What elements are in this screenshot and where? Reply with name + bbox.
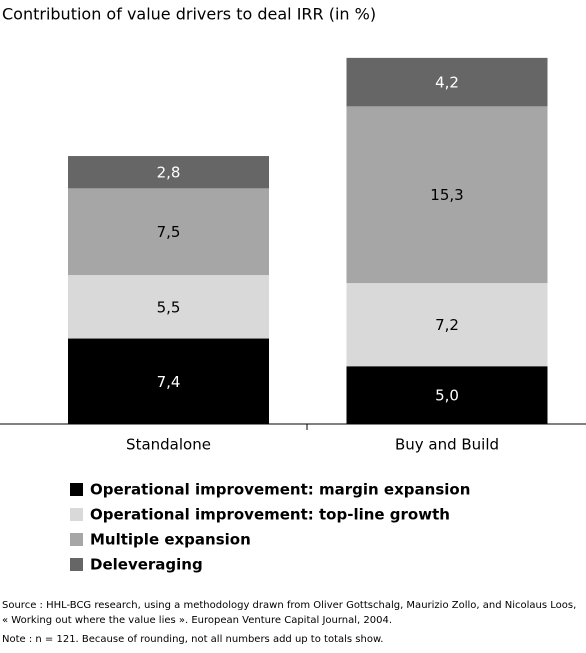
- data-label: 5,5: [157, 298, 181, 316]
- source-note: « Working out where the value lies ». Eu…: [2, 615, 392, 626]
- data-label: 7,5: [157, 223, 181, 241]
- bar-segment: [68, 188, 269, 276]
- note: Note : n = 121. Because of rounding, not…: [2, 634, 383, 645]
- bar-segment: [68, 156, 269, 189]
- bar-segment: [346, 57, 548, 107]
- legend-label: Operational improvement: margin expansio…: [90, 481, 470, 499]
- x-tick-label: Buy and Build: [395, 436, 499, 454]
- bar-segment: [68, 338, 269, 424]
- bar-segment: [68, 275, 269, 339]
- legend-label: Deleveraging: [90, 556, 203, 574]
- legend-swatch: [70, 558, 83, 571]
- source-note: Source : HHL-BCG research, using a metho…: [2, 600, 576, 611]
- data-label: 5,0: [435, 387, 459, 405]
- data-label: 2,8: [157, 164, 181, 182]
- legend-swatch: [70, 508, 83, 521]
- bar-segment: [346, 283, 548, 367]
- data-label: 15,3: [430, 186, 463, 204]
- data-label: 4,2: [435, 74, 459, 92]
- legend-label: Operational improvement: top-line growth: [90, 506, 450, 524]
- legend-label: Multiple expansion: [90, 531, 251, 549]
- bar-segment: [346, 106, 548, 284]
- legend-swatch: [70, 483, 83, 496]
- x-tick-label: Standalone: [126, 436, 211, 454]
- chart-title: Contribution of value drivers to deal IR…: [2, 5, 376, 24]
- legend-swatch: [70, 533, 83, 546]
- data-label: 7,2: [435, 316, 459, 334]
- bar-segment: [346, 366, 548, 424]
- data-label: 7,4: [157, 373, 181, 391]
